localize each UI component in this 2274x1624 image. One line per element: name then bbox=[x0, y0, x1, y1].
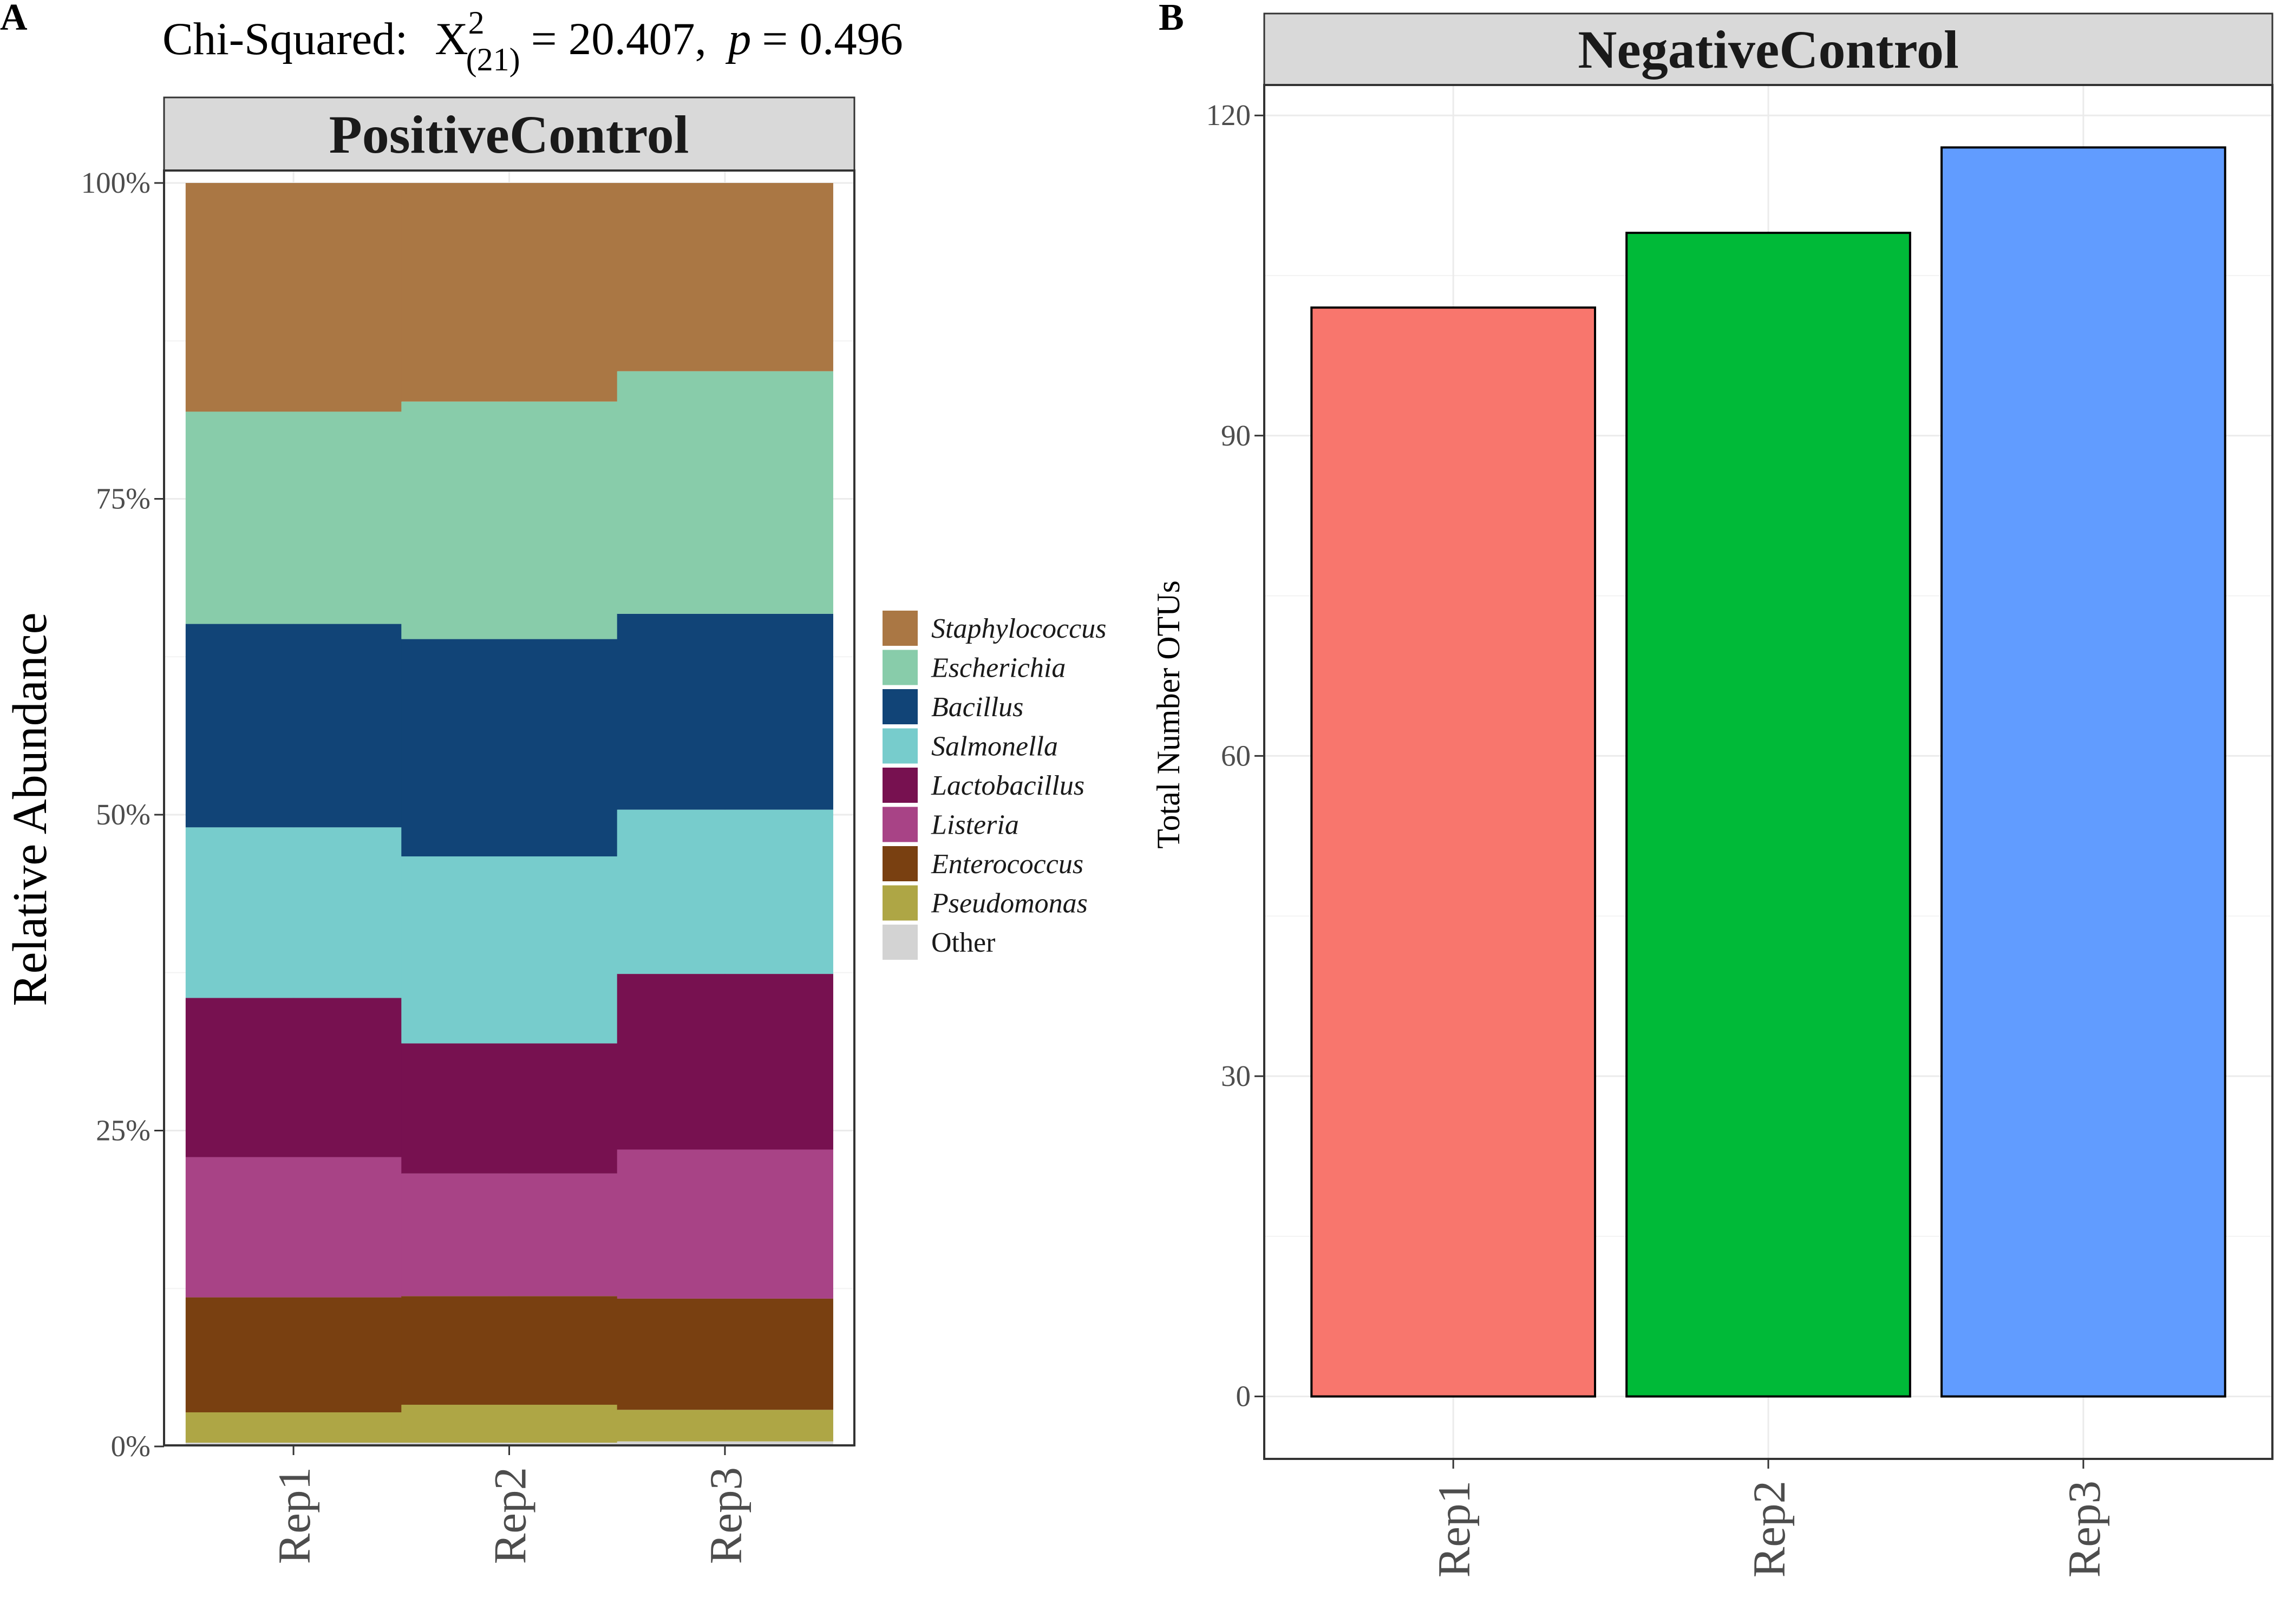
legend-key-other bbox=[883, 925, 918, 960]
legend-key-staphylococcus bbox=[883, 611, 918, 646]
p-symbol: p bbox=[726, 14, 752, 64]
bar-segment-escherichia-rep1 bbox=[185, 411, 402, 624]
bar-segment-staphylococcus-rep2 bbox=[401, 183, 618, 402]
y-tick-label-a: 25% bbox=[96, 1114, 151, 1147]
strip-title-positive-control: PositiveControl bbox=[329, 104, 689, 165]
bar-segment-staphylococcus-rep1 bbox=[185, 183, 402, 412]
bar-segment-bacillus-rep3 bbox=[617, 613, 833, 810]
bar-segment-listeria-rep3 bbox=[617, 1149, 833, 1299]
y-tick-label-b: 60 bbox=[1221, 739, 1251, 772]
y-axis-title-a: Relative Abundance bbox=[3, 612, 57, 1006]
legend: Staphylococcus Escherichia Bacillus Salmone… bbox=[883, 611, 1106, 960]
stacked-bars bbox=[185, 183, 833, 1446]
y-tick-label-b: 90 bbox=[1221, 419, 1251, 452]
bar-segment-listeria-rep2 bbox=[401, 1173, 618, 1296]
x-tick-label-b-rep3: Rep3 bbox=[2059, 1481, 2110, 1577]
y-tick-label-b: 0 bbox=[1236, 1380, 1251, 1413]
y-tick-label-a: 75% bbox=[96, 482, 151, 515]
chi-square-annotation: Chi-Squared: X2 (21) = 20.407, p = 0.496 bbox=[162, 5, 903, 77]
y-tick-label-a: 50% bbox=[96, 798, 151, 831]
y-tick-label-b: 120 bbox=[1206, 99, 1251, 132]
bar-segment-pseudomonas-rep1 bbox=[185, 1412, 402, 1443]
x-axis-a: Rep1 Rep2 Rep3 bbox=[269, 1445, 752, 1564]
y-tick-label-a: 100% bbox=[81, 166, 151, 199]
bar-segment-salmonella-rep2 bbox=[401, 856, 618, 1044]
legend-key-salmonella bbox=[883, 728, 918, 764]
strip-positive-control bbox=[163, 96, 855, 172]
bar-segment-staphylococcus-rep3 bbox=[617, 183, 833, 371]
legend-key-enterococcus bbox=[883, 846, 918, 881]
y-tick-label-b: 30 bbox=[1221, 1059, 1251, 1092]
bar-segment-bacillus-rep2 bbox=[401, 639, 618, 857]
bar-segment-escherichia-rep2 bbox=[401, 401, 618, 639]
legend-label-bacillus: Bacillus bbox=[931, 692, 1023, 723]
bar-segment-pseudomonas-rep3 bbox=[617, 1410, 833, 1442]
bar-segment-lactobacillus-rep2 bbox=[401, 1043, 618, 1174]
x-axis-b: Rep1 Rep2 Rep3 bbox=[1429, 1459, 2110, 1577]
legend-label-escherichia: Escherichia bbox=[931, 653, 1066, 684]
chi-square-prefix: Chi-Squared: bbox=[162, 14, 408, 64]
chi-square-df: (21) bbox=[466, 42, 520, 77]
legend-label-enterococcus: Enterococcus bbox=[931, 849, 1083, 880]
legend-key-bacillus bbox=[883, 689, 918, 724]
legend-label-salmonella: Salmonella bbox=[931, 731, 1058, 762]
chi-square-sup: 2 bbox=[468, 5, 485, 41]
legend-key-lactobacillus bbox=[883, 768, 918, 803]
bar-segment-other-rep3 bbox=[617, 1441, 833, 1446]
panel-label-a: A bbox=[0, 0, 28, 38]
bar-segment-lactobacillus-rep1 bbox=[185, 998, 402, 1157]
x-tick-label-a-rep3: Rep3 bbox=[701, 1467, 752, 1564]
panel-a: PositiveControl 0% 25% 50% 75% 100% Rep1 Rep2… bbox=[3, 96, 1106, 1564]
bar-segment-enterococcus-rep1 bbox=[185, 1297, 402, 1412]
x-tick-label-a-rep1: Rep1 bbox=[269, 1467, 320, 1564]
legend-label-other: Other bbox=[931, 927, 995, 958]
legend-label-listeria: Listeria bbox=[931, 810, 1019, 841]
legend-label-staphylococcus: Staphylococcus bbox=[931, 613, 1106, 644]
bar-segment-enterococcus-rep3 bbox=[617, 1298, 833, 1410]
bar-segment-escherichia-rep3 bbox=[617, 371, 833, 614]
legend-key-escherichia bbox=[883, 650, 918, 685]
strip-title-negative-control: NegativeControl bbox=[1578, 19, 1959, 80]
p-value: = 0.496 bbox=[762, 14, 903, 64]
bar-rep2 bbox=[1625, 232, 1911, 1398]
y-axis-b: 0 30 60 90 120 bbox=[1206, 99, 1264, 1413]
otu-bars bbox=[1310, 146, 2226, 1398]
bar-segment-bacillus-rep1 bbox=[185, 624, 402, 828]
bar-segment-lactobacillus-rep3 bbox=[617, 974, 833, 1150]
x-tick-label-b-rep2: Rep2 bbox=[1744, 1481, 1795, 1577]
bar-segment-salmonella-rep3 bbox=[617, 809, 833, 974]
panel-label-b: B bbox=[1159, 0, 1184, 38]
y-axis-a: 0% 25% 50% 75% 100% bbox=[81, 166, 164, 1463]
bar-segment-enterococcus-rep2 bbox=[401, 1296, 618, 1405]
bar-segment-listeria-rep1 bbox=[185, 1157, 402, 1298]
bar-rep1 bbox=[1310, 306, 1596, 1398]
legend-key-listeria bbox=[883, 807, 918, 842]
legend-label-pseudomonas: Pseudomonas bbox=[931, 888, 1088, 919]
strip-negative-control bbox=[1263, 12, 2273, 86]
x-tick-label-b-rep1: Rep1 bbox=[1429, 1481, 1480, 1577]
y-tick-label-a: 0% bbox=[111, 1430, 151, 1463]
x-tick-label-a-rep2: Rep2 bbox=[485, 1467, 536, 1564]
bar-segment-pseudomonas-rep2 bbox=[401, 1404, 618, 1443]
legend-key-pseudomonas bbox=[883, 885, 918, 921]
bar-segment-salmonella-rep1 bbox=[185, 827, 402, 998]
legend-label-lactobacillus: Lactobacillus bbox=[931, 770, 1084, 801]
chi-square-symbol: X bbox=[435, 14, 468, 64]
y-axis-title-b: Total Number OTUs bbox=[1151, 580, 1186, 849]
chi-square-value: = 20.407, bbox=[531, 14, 707, 64]
bar-rep3 bbox=[1940, 146, 2226, 1398]
